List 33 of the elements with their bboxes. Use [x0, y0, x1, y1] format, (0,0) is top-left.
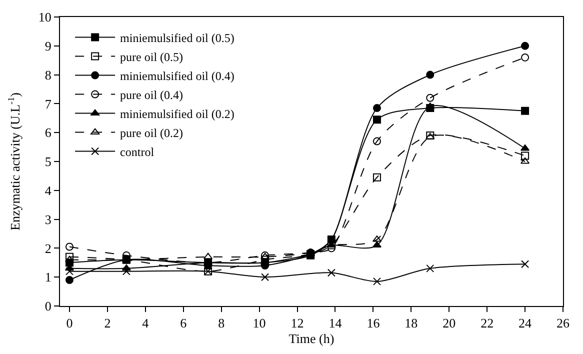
- y-tick-label: 7: [44, 96, 52, 112]
- legend-label: miniemulsified oil (0.4): [120, 68, 234, 83]
- legend-label: pure oil (0.4): [120, 88, 184, 102]
- legend-label: miniemulsified oil (0.2): [120, 106, 234, 121]
- x-axis-title: Time (h): [288, 331, 334, 346]
- x-tick-label: 18: [404, 316, 418, 331]
- x-tick-label: 24: [518, 316, 532, 331]
- x-tick-label: 6: [180, 316, 188, 331]
- y-tick-label: 4: [44, 182, 52, 198]
- x-tick-label: 14: [328, 316, 342, 331]
- x-tick-label: 16: [366, 316, 380, 331]
- x-tick-label: 12: [290, 316, 304, 331]
- y-tick-label: 5: [44, 154, 52, 170]
- y-tick-label: 8: [44, 67, 52, 82]
- y-tick-label: 10: [38, 10, 52, 25]
- y-tick-label: 3: [44, 212, 52, 227]
- x-tick-label: 22: [480, 316, 494, 331]
- x-tick-label: 4: [142, 316, 150, 331]
- x-tick-label: 8: [218, 316, 225, 331]
- legend-label: miniemulsified oil (0.5): [120, 30, 234, 45]
- x-tick-label: 20: [442, 316, 456, 331]
- x-tick-label: 0: [66, 316, 73, 331]
- legend-label: pure oil (0.5): [120, 50, 184, 64]
- x-tick-label: 10: [252, 316, 266, 331]
- x-tick-label: 2: [104, 316, 111, 331]
- y-tick-label: 6: [44, 125, 52, 140]
- legend-label: pure oil (0.2): [120, 126, 184, 140]
- y-tick-label: 0: [44, 298, 52, 314]
- y-tick-label: 1: [44, 270, 52, 285]
- y-tick-label: 9: [44, 38, 52, 54]
- x-tick-label: 26: [556, 316, 570, 331]
- y-tick-label: 2: [44, 240, 52, 256]
- legend-label: control: [120, 144, 155, 159]
